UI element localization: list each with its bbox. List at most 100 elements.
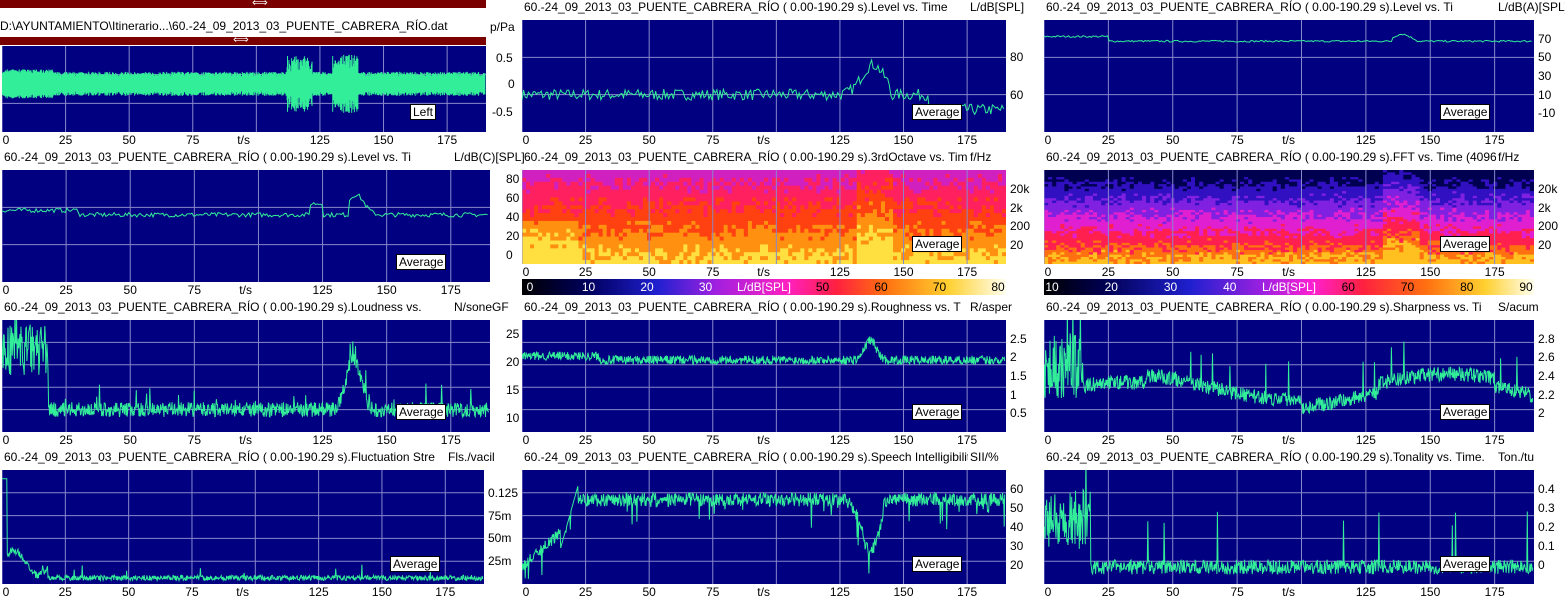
spectrogram-cell xyxy=(1121,184,1127,187)
spectrogram-cell xyxy=(997,193,1003,198)
spectrogram-cell xyxy=(1166,228,1172,232)
spectrogram-cell xyxy=(993,220,999,226)
spectrogram-cell xyxy=(1060,226,1065,230)
spectrogram-cell xyxy=(1105,221,1110,225)
spectrogram-cell xyxy=(699,252,704,257)
spectrogram-cell xyxy=(800,228,805,234)
spectrogram-cell xyxy=(764,252,769,257)
spectrogram-cell xyxy=(530,173,535,179)
spectrogram-cell xyxy=(723,173,729,179)
spectrogram-cell xyxy=(1178,235,1184,239)
waveform-plot[interactable]: Left xyxy=(2,46,486,132)
spectrogram-cell xyxy=(618,173,624,179)
spectrogram-cell xyxy=(1084,214,1090,218)
spectrogram-cell xyxy=(1166,177,1172,180)
spectrogram-cell xyxy=(538,240,543,245)
spectrogram-cell xyxy=(1113,221,1118,225)
spectrogram-cell xyxy=(711,170,717,175)
spectrogram-cell xyxy=(1186,214,1192,218)
spectrogram-cell xyxy=(941,260,946,264)
spectrogram-cell xyxy=(622,213,628,218)
spectrogram-cell xyxy=(1101,254,1106,258)
spectrogram-cell xyxy=(1048,256,1053,260)
spectrogram-cell xyxy=(550,209,555,214)
spectrogram-cell xyxy=(913,209,918,214)
plot-area[interactable]: Average xyxy=(1044,20,1534,132)
spectrogram-cell xyxy=(1109,186,1114,190)
spectrogram-cell xyxy=(897,224,902,230)
spectrogram-cell xyxy=(981,252,987,257)
spectrogram-cell xyxy=(1105,181,1110,185)
plot-area[interactable]: Average xyxy=(522,170,1006,264)
top-scrollbar[interactable]: ⟺ xyxy=(0,0,486,9)
spectrogram-cell xyxy=(921,181,926,187)
spectrogram-cell xyxy=(1060,247,1065,251)
spectrogram-cell xyxy=(1207,172,1212,176)
spectrogram-cell xyxy=(743,232,749,238)
plot-area[interactable]: Average xyxy=(1044,170,1534,264)
spectrogram-cell xyxy=(651,177,656,183)
spectrogram-cell xyxy=(1223,179,1229,183)
y-tick: -10 xyxy=(1538,106,1556,121)
spectrogram-cell xyxy=(626,217,632,222)
spectrogram-cell xyxy=(977,260,983,264)
spectrogram-cell xyxy=(1235,174,1241,178)
spectrogram-cell xyxy=(707,181,713,187)
spectrogram-cell xyxy=(594,224,600,230)
spectrogram-cell xyxy=(804,244,809,249)
spectrogram-cell xyxy=(1150,172,1155,176)
spectrogram-cell xyxy=(538,244,543,249)
spectrogram-cell xyxy=(1154,212,1159,216)
spectrogram-cell xyxy=(534,240,539,245)
spectrogram-cell xyxy=(747,224,753,230)
spectrogram-cell xyxy=(1001,205,1006,210)
spectrogram-cell xyxy=(1064,188,1069,192)
spectrogram-cell xyxy=(1048,205,1053,209)
spectrogram-cell xyxy=(1207,212,1212,216)
spectrogram-cell xyxy=(630,220,636,226)
spectrogram-cell xyxy=(933,170,938,175)
spectrogram-cell xyxy=(594,213,600,218)
spectrogram-cell xyxy=(885,232,890,238)
spectrogram-cell xyxy=(1219,217,1225,220)
spectrogram-cell xyxy=(727,213,733,218)
x-tick: t/s xyxy=(237,133,250,147)
spectrogram-cell xyxy=(1137,261,1143,264)
spectrogram-cell xyxy=(638,256,644,261)
spectrogram-cell xyxy=(997,185,1003,191)
spectrogram-cell xyxy=(1219,224,1225,227)
spectrogram-cell xyxy=(1227,200,1233,204)
spectrogram-cell xyxy=(1048,238,1053,241)
scroll-arrow-icon[interactable]: ⟺ xyxy=(252,0,268,9)
spectrogram-cell xyxy=(1231,259,1237,263)
spectrogram-cell xyxy=(1186,233,1192,237)
spectrogram-cell xyxy=(1068,254,1074,258)
spectrogram-cell xyxy=(1044,228,1049,232)
spectrogram-cell xyxy=(594,232,600,238)
spectrogram-cell xyxy=(699,189,704,194)
spectrogram-cell xyxy=(1105,240,1110,244)
spectrogram-cell xyxy=(917,189,922,194)
spectrogram-cell xyxy=(1211,228,1216,232)
spectrogram-cell xyxy=(933,220,938,226)
spectrogram-cell xyxy=(844,197,850,202)
spectrogram-cell xyxy=(586,173,592,179)
spectrogram-cell xyxy=(634,201,640,206)
zoom-scrollbar[interactable]: ⟺ xyxy=(0,34,486,46)
spectrogram-cell xyxy=(860,209,866,214)
spectrogram-cell xyxy=(772,228,777,234)
spectrogram-cell xyxy=(1080,186,1086,190)
spectrogram-cell xyxy=(977,252,983,257)
plot-area[interactable]: Average xyxy=(2,170,490,282)
spectrogram-cell xyxy=(1158,231,1163,234)
zoom-arrow-icon[interactable]: ⟺ xyxy=(233,34,249,46)
spectrogram-cell xyxy=(1191,174,1196,178)
spectrogram-cell xyxy=(618,232,624,238)
spectrogram-cell xyxy=(1097,259,1102,263)
spectrogram-cell xyxy=(699,236,704,241)
spectrogram-cell xyxy=(973,220,979,226)
spectrogram-cell xyxy=(889,248,894,253)
spectrogram-cell xyxy=(614,240,620,245)
plot-area[interactable]: Average xyxy=(522,20,1006,132)
spectrogram-cell xyxy=(1231,240,1237,244)
